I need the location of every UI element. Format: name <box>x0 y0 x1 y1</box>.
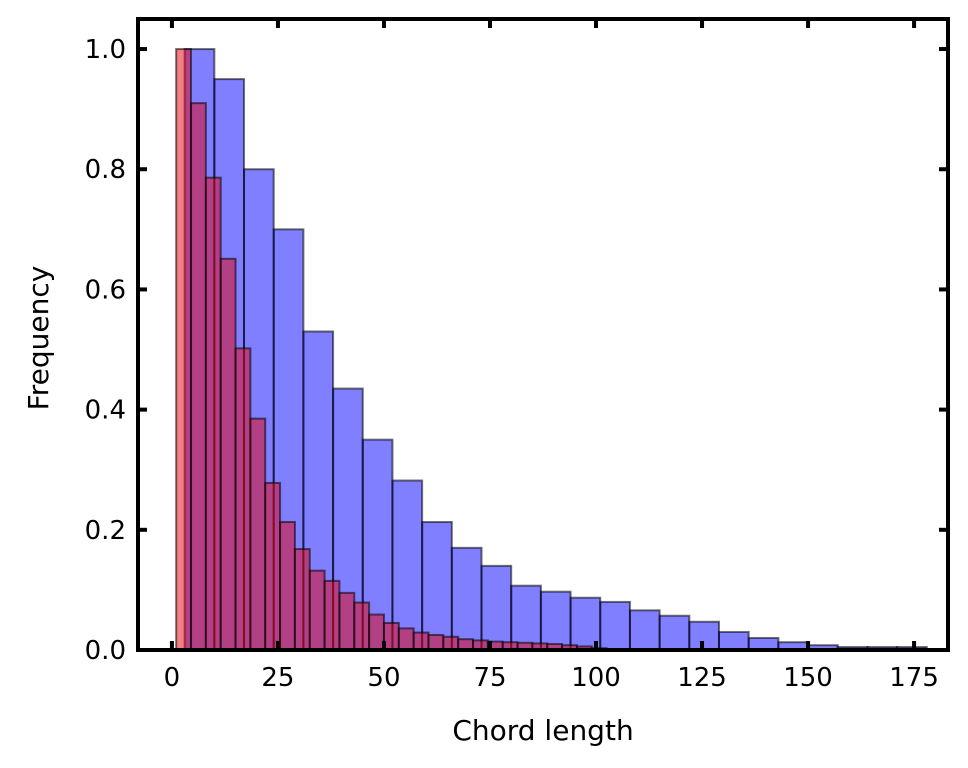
bar-series-1-4 <box>234 347 252 651</box>
bar-series-1-17 <box>427 633 445 652</box>
y-tick-label-2: 0.4 <box>85 396 126 426</box>
bar-series-0-15 <box>628 609 661 652</box>
bar-series-1-13 <box>368 613 385 652</box>
bar-series-0-14 <box>599 600 631 652</box>
bar-series-1-10 <box>323 579 341 652</box>
x-tick-label-5: 125 <box>677 663 727 693</box>
x-tick-label-0: 0 <box>164 663 181 693</box>
bar-series-1-12 <box>353 601 371 652</box>
x-tick-label-1: 25 <box>261 663 294 693</box>
bar-series-1-5 <box>249 417 267 651</box>
bar-series-1-1 <box>190 102 207 651</box>
bar-series-0-17 <box>688 620 720 652</box>
bar-series-0-12 <box>539 590 572 652</box>
bar-series-1-7 <box>279 520 296 651</box>
bar-series-1-6 <box>264 481 282 651</box>
bar-series-1-3 <box>219 257 237 651</box>
plot-frame <box>136 17 950 652</box>
bar-series-1-0 <box>175 48 193 652</box>
bar-series-1-15 <box>397 627 415 652</box>
bar-series-0-9 <box>450 546 483 651</box>
bar-series-0-7 <box>391 479 424 651</box>
bar-series-0-10 <box>480 564 513 651</box>
bar-series-0-16 <box>658 614 691 652</box>
x-tick-label-3: 75 <box>473 663 506 693</box>
bars-layer <box>175 48 928 652</box>
y-tick-label-3: 0.6 <box>85 275 126 305</box>
bar-series-0-8 <box>421 520 453 651</box>
y-axis-label: Frequency <box>22 266 55 411</box>
bar-series-1-9 <box>308 569 326 651</box>
bar-series-1-11 <box>338 591 356 652</box>
x-axis-label: Chord length <box>452 714 633 747</box>
ticks-layer: 0 25 50 75 100 125 150 175 0.0 0.2 0.4 0.6 0.8 1.0 <box>85 19 948 693</box>
x-tick-label-6: 150 <box>783 663 833 693</box>
y-tick-label-1: 0.2 <box>85 516 126 546</box>
y-tick-label-5: 1.0 <box>85 35 126 65</box>
x-tick-label-2: 50 <box>367 663 400 693</box>
bar-series-1-2 <box>204 176 222 651</box>
bar-series-1-16 <box>412 631 430 652</box>
bar-series-0-11 <box>510 584 542 652</box>
y-tick-label-0: 0.0 <box>85 636 126 666</box>
bar-series-1-14 <box>382 621 400 652</box>
bar-series-1-8 <box>293 548 311 651</box>
x-tick-label-4: 100 <box>571 663 621 693</box>
y-tick-label-4: 0.8 <box>85 155 126 185</box>
bar-series-0-18 <box>717 630 750 652</box>
x-tick-label-7: 175 <box>889 663 939 693</box>
